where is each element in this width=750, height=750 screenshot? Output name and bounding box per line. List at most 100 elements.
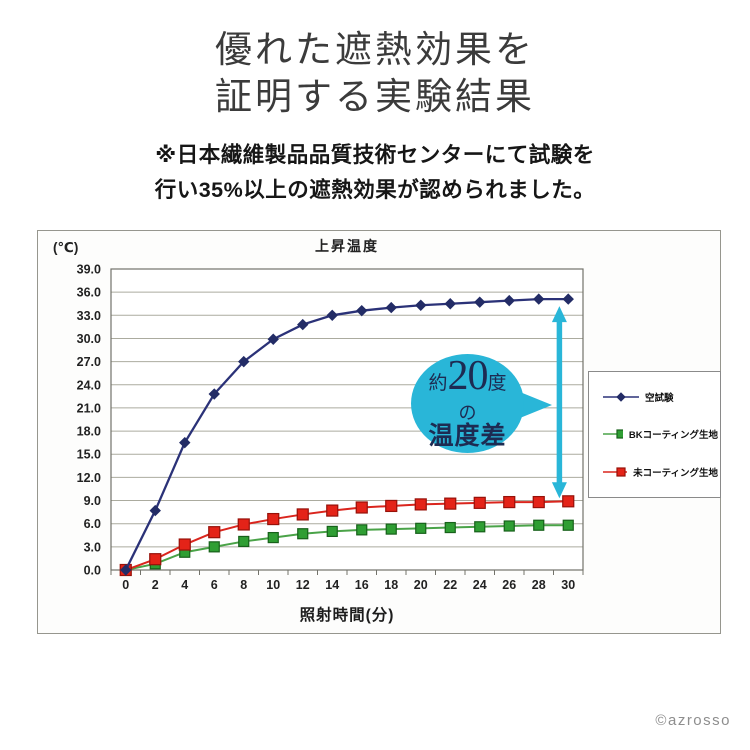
diamond-marker-icon — [415, 299, 427, 311]
x-tick-label: 12 — [296, 578, 310, 592]
square-marker-icon — [326, 525, 338, 538]
series-line — [125, 500, 569, 571]
series-line — [124, 297, 569, 571]
diamond-marker-icon — [238, 355, 250, 368]
y-tick-label: 24.0 — [77, 378, 101, 392]
copyright: ©azrosso — [655, 712, 731, 729]
annotation-bubble: 約20度 の 温度差 — [411, 354, 524, 453]
diamond-marker-icon — [208, 388, 220, 400]
x-tick-label: 2 — [152, 578, 159, 592]
annotation-bubble-line-3: 温度差 — [428, 422, 507, 450]
x-tick-label: 0 — [122, 578, 129, 592]
diamond-marker-icon — [474, 296, 486, 308]
square-marker-icon — [267, 512, 280, 526]
page-subtitle-line-1: ※日本繊維製品品質技術センターにて試験を — [155, 143, 595, 167]
x-tick-label: 20 — [414, 578, 428, 592]
x-tick-label: 8 — [240, 578, 247, 592]
annotation-bubble-line-1: 約20度 — [428, 355, 507, 404]
x-tick-label: 6 — [211, 578, 218, 592]
square-marker-icon — [267, 531, 279, 544]
x-tick-label: 22 — [443, 578, 457, 592]
y-tick-label: 33.0 — [77, 309, 101, 323]
square-marker-icon — [237, 518, 250, 531]
legend-label: 空試験 — [645, 392, 674, 404]
square-marker-icon — [503, 495, 516, 509]
square-marker-icon — [208, 526, 221, 539]
square-marker-icon — [616, 467, 626, 477]
legend-sample-icon — [603, 429, 623, 440]
x-axis-label: 照射時間(分) — [299, 607, 395, 624]
square-marker-icon — [473, 496, 486, 509]
square-marker-icon — [208, 541, 220, 553]
page-title-line-2: 証明する実験結果 — [215, 77, 535, 118]
diamond-marker-icon — [297, 318, 309, 331]
square-marker-icon — [385, 499, 398, 513]
x-tick-label: 14 — [325, 578, 339, 592]
y-tick-label: 36.0 — [77, 286, 101, 300]
y-tick-label: 6.0 — [84, 517, 101, 531]
diamond-marker-icon — [444, 298, 456, 310]
legend-sample-icon — [603, 392, 639, 402]
plot-border — [110, 268, 584, 571]
legend-item-0: 空試験 — [603, 390, 718, 404]
y-axis-unit-label: (℃) — [53, 240, 79, 255]
square-marker-icon — [355, 501, 368, 514]
square-marker-icon — [356, 524, 368, 536]
square-marker-icon — [178, 538, 191, 551]
series-line — [125, 524, 569, 571]
diamond-marker-icon — [179, 436, 191, 449]
diamond-marker-icon — [326, 309, 338, 322]
diamond-marker-icon — [616, 392, 626, 402]
y-tick-label: 9.0 — [84, 494, 101, 508]
annotation-number: 20 — [447, 352, 489, 399]
diamond-marker-icon — [503, 294, 515, 307]
annotation-approx-text: 約 — [428, 372, 448, 394]
y-tick-label: 21.0 — [77, 401, 101, 415]
diamond-marker-icon — [149, 504, 161, 517]
square-marker-icon — [444, 521, 456, 534]
diamond-marker-icon — [533, 293, 545, 305]
page-title: 優れた遮熱効果を 証明する実験結果 — [0, 27, 750, 121]
y-tick-label: 15.0 — [77, 448, 101, 462]
annotation-degree-text: 度 — [487, 372, 507, 394]
legend-item-2: 未コーティング生地 — [603, 465, 718, 479]
y-tick-label: 12.0 — [77, 471, 101, 485]
x-tick-label: 28 — [532, 578, 546, 592]
diamond-marker-icon — [120, 564, 132, 576]
y-tick-label: 3.0 — [84, 540, 101, 554]
square-marker-icon — [562, 495, 575, 508]
chart-legend: 空試験 BKコーティング生地 未コーティング生地 — [588, 371, 721, 498]
diamond-marker-icon — [562, 293, 574, 305]
chart-title: 上昇温度 — [315, 238, 379, 254]
square-marker-icon — [414, 498, 427, 511]
temperature-difference-arrow-icon — [551, 306, 567, 499]
x-tick-label: 4 — [181, 578, 188, 592]
chart-container: (℃) 上昇温度 39.0 36.0 33.0 30.0 27.0 24.0 21.0 18.… — [37, 230, 721, 634]
square-marker-icon — [444, 497, 457, 510]
y-tick-label: 30.0 — [77, 332, 101, 346]
diamond-marker-icon — [385, 301, 397, 314]
square-marker-icon — [532, 495, 545, 509]
square-marker-icon — [385, 523, 397, 535]
x-tick-label: 26 — [502, 578, 516, 592]
square-marker-icon — [415, 522, 427, 534]
series-0 — [120, 293, 574, 576]
diamond-marker-icon — [267, 333, 279, 345]
line-chart-plot: 39.0 36.0 33.0 30.0 27.0 24.0 21.0 18.0 15.0 12.0… — [77, 263, 584, 592]
square-marker-icon — [474, 521, 486, 533]
legend-label: BKコーティング生地 — [628, 430, 718, 442]
square-marker-icon — [503, 520, 515, 532]
page-subtitle-line-2: 行い35%以上の遮熱効果が認められました。 — [154, 178, 596, 202]
square-marker-icon — [238, 535, 250, 548]
annotation-bubble-line-2: の — [458, 402, 477, 423]
square-marker-icon — [533, 519, 545, 531]
legend-sample-icon — [603, 467, 628, 477]
page-title-line-1: 優れた遮熱効果を — [215, 30, 535, 71]
x-tick-label: 18 — [384, 578, 398, 592]
legend-label: 未コーティング生地 — [633, 468, 718, 480]
square-marker-icon — [296, 508, 309, 521]
square-marker-icon — [297, 528, 309, 540]
x-tick-label: 24 — [473, 578, 487, 592]
legend-item-1: BKコーティング生地 — [603, 427, 718, 441]
y-tick-label: 0.0 — [84, 564, 101, 578]
